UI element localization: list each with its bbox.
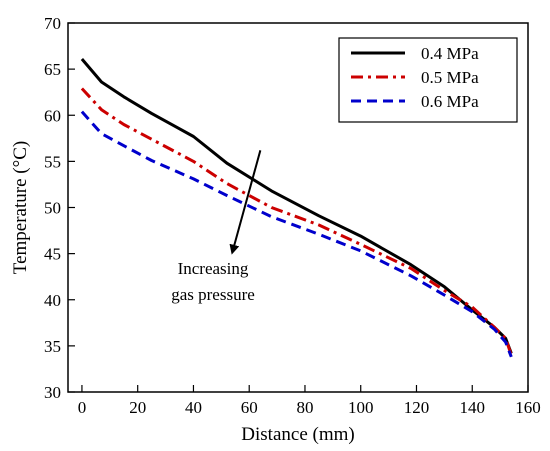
legend: 0.4 MPa 0.5 MPa 0.6 MPa [338, 37, 518, 123]
x-axis-label: Distance (mm) [241, 424, 354, 445]
annotation-text-line1: Increasing [178, 259, 249, 278]
ticks-layer: 0 20 40 60 80 100 120 140 160 30 35 40 45 50 55 60 65 70 [44, 14, 541, 417]
y-tick-label: 65 [44, 60, 61, 79]
x-tick-label: 40 [185, 398, 202, 417]
x-tick-label: 140 [459, 398, 485, 417]
annotation: Increasing gas pressure [171, 150, 262, 304]
x-tick-label: 20 [129, 398, 146, 417]
x-tick-label: 80 [296, 398, 313, 417]
x-tick-label: 0 [78, 398, 87, 417]
legend-label-3: 0.6 MPa [421, 92, 479, 111]
y-tick-label: 50 [44, 199, 61, 218]
y-tick-label: 70 [44, 14, 61, 33]
series-line-3 [80, 110, 513, 358]
series-line-2 [80, 87, 513, 356]
y-tick-label: 45 [44, 245, 61, 264]
legend-label-2: 0.5 MPa [421, 68, 479, 87]
annotation-text-line2: gas pressure [171, 285, 255, 304]
x-tick-label: 100 [348, 398, 374, 417]
y-tick-label: 40 [44, 291, 61, 310]
x-tick-label: 120 [404, 398, 430, 417]
x-tick-label: 160 [515, 398, 541, 417]
series-layer [80, 58, 513, 358]
y-tick-label: 60 [44, 106, 61, 125]
y-tick-label: 55 [44, 152, 61, 171]
y-tick-label: 35 [44, 337, 61, 356]
x-tick-label: 60 [241, 398, 258, 417]
legend-items: 0.4 MPa 0.5 MPa 0.6 MPa [351, 44, 479, 111]
y-tick-label: 30 [44, 383, 61, 402]
annotation-arrow [229, 150, 262, 255]
legend-label-1: 0.4 MPa [421, 44, 479, 63]
y-axis-label: Temperature (°C) [10, 141, 31, 274]
series-line-1 [80, 58, 513, 354]
